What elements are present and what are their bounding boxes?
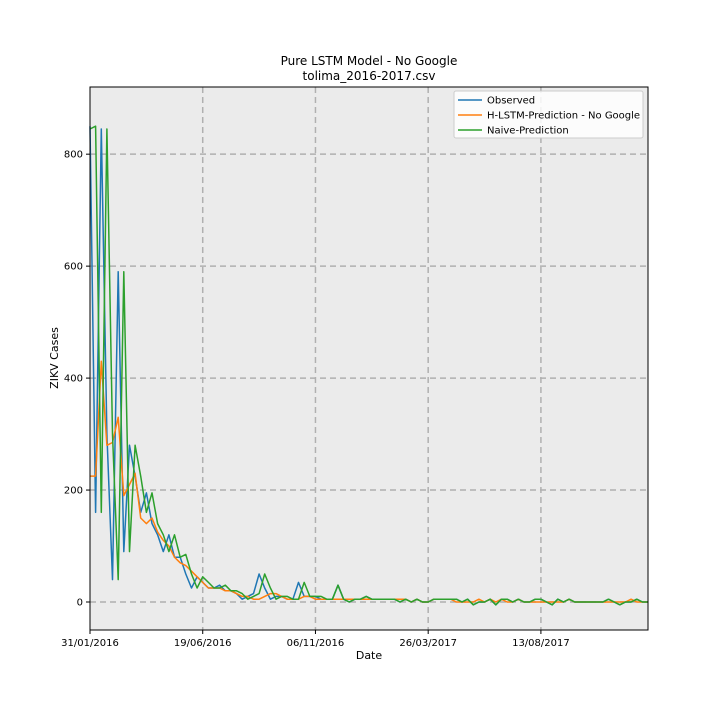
y-tick-label: 0	[77, 598, 83, 609]
plot-area	[89, 86, 649, 631]
x-tick-label: 06/11/2016	[287, 638, 345, 649]
legend-box	[453, 90, 644, 139]
legend-label: Observed	[487, 96, 535, 107]
y-tick-label: 600	[64, 262, 83, 273]
y-tick-label: 800	[64, 150, 83, 161]
grid-lines	[90, 87, 648, 630]
legend-label: H-LSTM-Prediction - No Google	[487, 111, 640, 122]
chart-title: Pure LSTM Model - No Google	[281, 54, 458, 68]
x-axis-label: Date	[356, 649, 383, 662]
legend: Observed H-LSTM-Prediction - No Google Nai…	[453, 90, 644, 139]
x-tick-label: 13/08/2017	[512, 638, 570, 649]
series-layer	[89, 125, 648, 606]
plot-frame	[89, 86, 649, 631]
x-tick-label: 31/01/2016	[61, 638, 119, 649]
x-tick-label: 19/06/2016	[174, 638, 232, 649]
legend-label: Naive-Prediction	[487, 126, 569, 137]
y-tick-label: 400	[64, 374, 83, 385]
y-axis-ticks: 0 200 400 600 800	[64, 150, 90, 609]
y-axis-label: ZIKV Cases	[48, 327, 61, 389]
y-tick-label: 200	[64, 486, 83, 497]
x-axis-ticks: 31/01/2016 19/06/2016 06/11/2016 26/03/2017…	[61, 630, 570, 649]
x-tick-label: 26/03/2017	[399, 638, 457, 649]
chart-subtitle: tolima_2016-2017.csv	[303, 69, 436, 83]
series-line-3	[89, 125, 648, 606]
